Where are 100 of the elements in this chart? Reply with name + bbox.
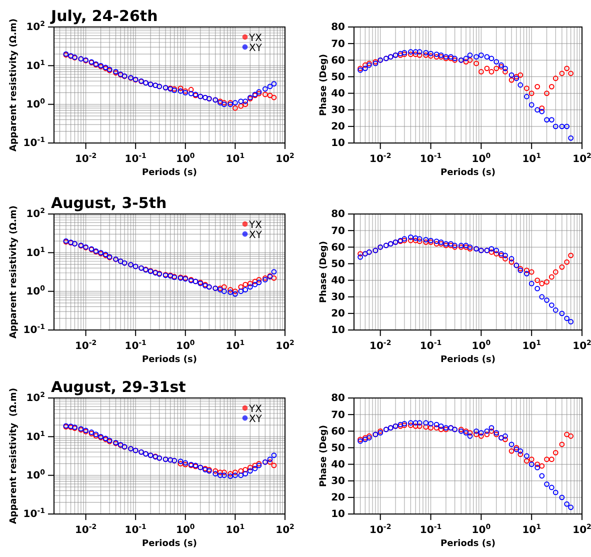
point xyxy=(544,456,550,462)
chart-title: August, 29-31st xyxy=(51,378,186,396)
chart-title: July, 24-26th xyxy=(50,7,158,25)
point xyxy=(524,86,530,92)
y-tick-label: 10$^{1}$ xyxy=(26,246,46,259)
x-tick-label: 10$^{1}$ xyxy=(522,152,542,165)
x-tick-label: 10$^{2}$ xyxy=(572,152,591,165)
point xyxy=(463,59,469,64)
point xyxy=(242,287,248,292)
point xyxy=(232,100,238,106)
point xyxy=(242,282,248,288)
point xyxy=(548,84,554,90)
point xyxy=(502,252,508,258)
point xyxy=(528,280,534,286)
point xyxy=(252,282,258,288)
x-tick-label: 10$^{-2}$ xyxy=(370,523,392,536)
point xyxy=(247,468,253,474)
point xyxy=(423,420,429,426)
point xyxy=(467,52,473,58)
point xyxy=(528,269,534,275)
point xyxy=(434,54,440,60)
point xyxy=(518,82,524,88)
point xyxy=(416,238,422,244)
point xyxy=(552,450,558,456)
point xyxy=(474,54,479,60)
point xyxy=(238,98,244,104)
y-tick-label: 10$^{-1}$ xyxy=(23,136,46,150)
x-tick-label: 10$^{1}$ xyxy=(522,339,542,352)
point xyxy=(267,84,273,90)
y-tick-label: 10$^{2}$ xyxy=(26,20,46,34)
y-tick-label: 20 xyxy=(331,308,346,320)
point xyxy=(188,90,194,96)
point xyxy=(518,72,524,78)
point xyxy=(434,241,440,247)
y-tick-label: 60 xyxy=(331,55,346,66)
y-tick-label: 10 xyxy=(331,325,346,336)
point xyxy=(412,238,418,244)
point xyxy=(238,288,244,294)
point xyxy=(564,66,570,72)
y-tick-label: 50 xyxy=(331,442,346,454)
x-tick-label: 10$^{0}$ xyxy=(176,152,195,165)
point xyxy=(423,236,429,242)
point xyxy=(271,452,277,458)
point xyxy=(232,105,238,111)
point xyxy=(271,269,277,274)
point xyxy=(408,234,414,240)
point xyxy=(488,249,494,255)
point xyxy=(534,464,540,470)
point xyxy=(508,77,514,83)
point xyxy=(271,462,277,468)
point xyxy=(502,66,508,72)
point xyxy=(552,307,558,313)
point xyxy=(408,49,414,55)
point xyxy=(252,466,258,472)
point xyxy=(247,284,253,290)
x-tick-label: 10$^{-1}$ xyxy=(124,523,147,536)
point xyxy=(423,52,429,58)
point xyxy=(559,442,565,448)
point xyxy=(502,433,508,439)
point xyxy=(238,468,244,474)
legend-label: YX xyxy=(248,220,262,231)
legend-label: YX xyxy=(248,404,262,415)
y-tick-label: 10$^{1}$ xyxy=(26,430,46,443)
chart-title: August, 3-5th xyxy=(51,194,167,212)
y-axis-title: Apparent resistivity (Ω.m) xyxy=(9,18,19,152)
x-axis-title: Periods (s) xyxy=(440,539,496,549)
point xyxy=(428,420,434,426)
point xyxy=(478,69,484,74)
point xyxy=(423,424,429,430)
y-tick-label: 10$^{1}$ xyxy=(26,58,46,72)
point xyxy=(434,238,440,244)
y-axis-title: Apparent resistivity (Ω.m) xyxy=(9,388,19,524)
point xyxy=(552,76,558,82)
point xyxy=(502,256,508,262)
point xyxy=(534,84,540,90)
point xyxy=(568,70,574,76)
point xyxy=(488,56,494,62)
point xyxy=(494,248,500,254)
point xyxy=(539,108,545,114)
point xyxy=(267,92,273,98)
point xyxy=(256,280,262,286)
point xyxy=(467,433,473,439)
x-axis-title: Periods (s) xyxy=(142,355,197,365)
x-tick-label: 10$^{0}$ xyxy=(472,523,491,536)
point xyxy=(178,86,184,91)
point xyxy=(252,278,258,284)
point xyxy=(262,86,268,92)
point xyxy=(428,53,434,59)
point xyxy=(539,294,545,300)
x-tick-label: 10$^{-1}$ xyxy=(124,152,147,165)
point xyxy=(539,106,545,111)
point xyxy=(416,236,422,242)
point xyxy=(438,423,444,429)
x-tick-label: 10$^{0}$ xyxy=(472,152,491,165)
point xyxy=(252,462,258,468)
point xyxy=(559,124,565,130)
point xyxy=(559,494,565,500)
x-tick-label: 10$^{2}$ xyxy=(572,339,591,352)
point xyxy=(508,448,514,454)
point xyxy=(221,470,227,475)
